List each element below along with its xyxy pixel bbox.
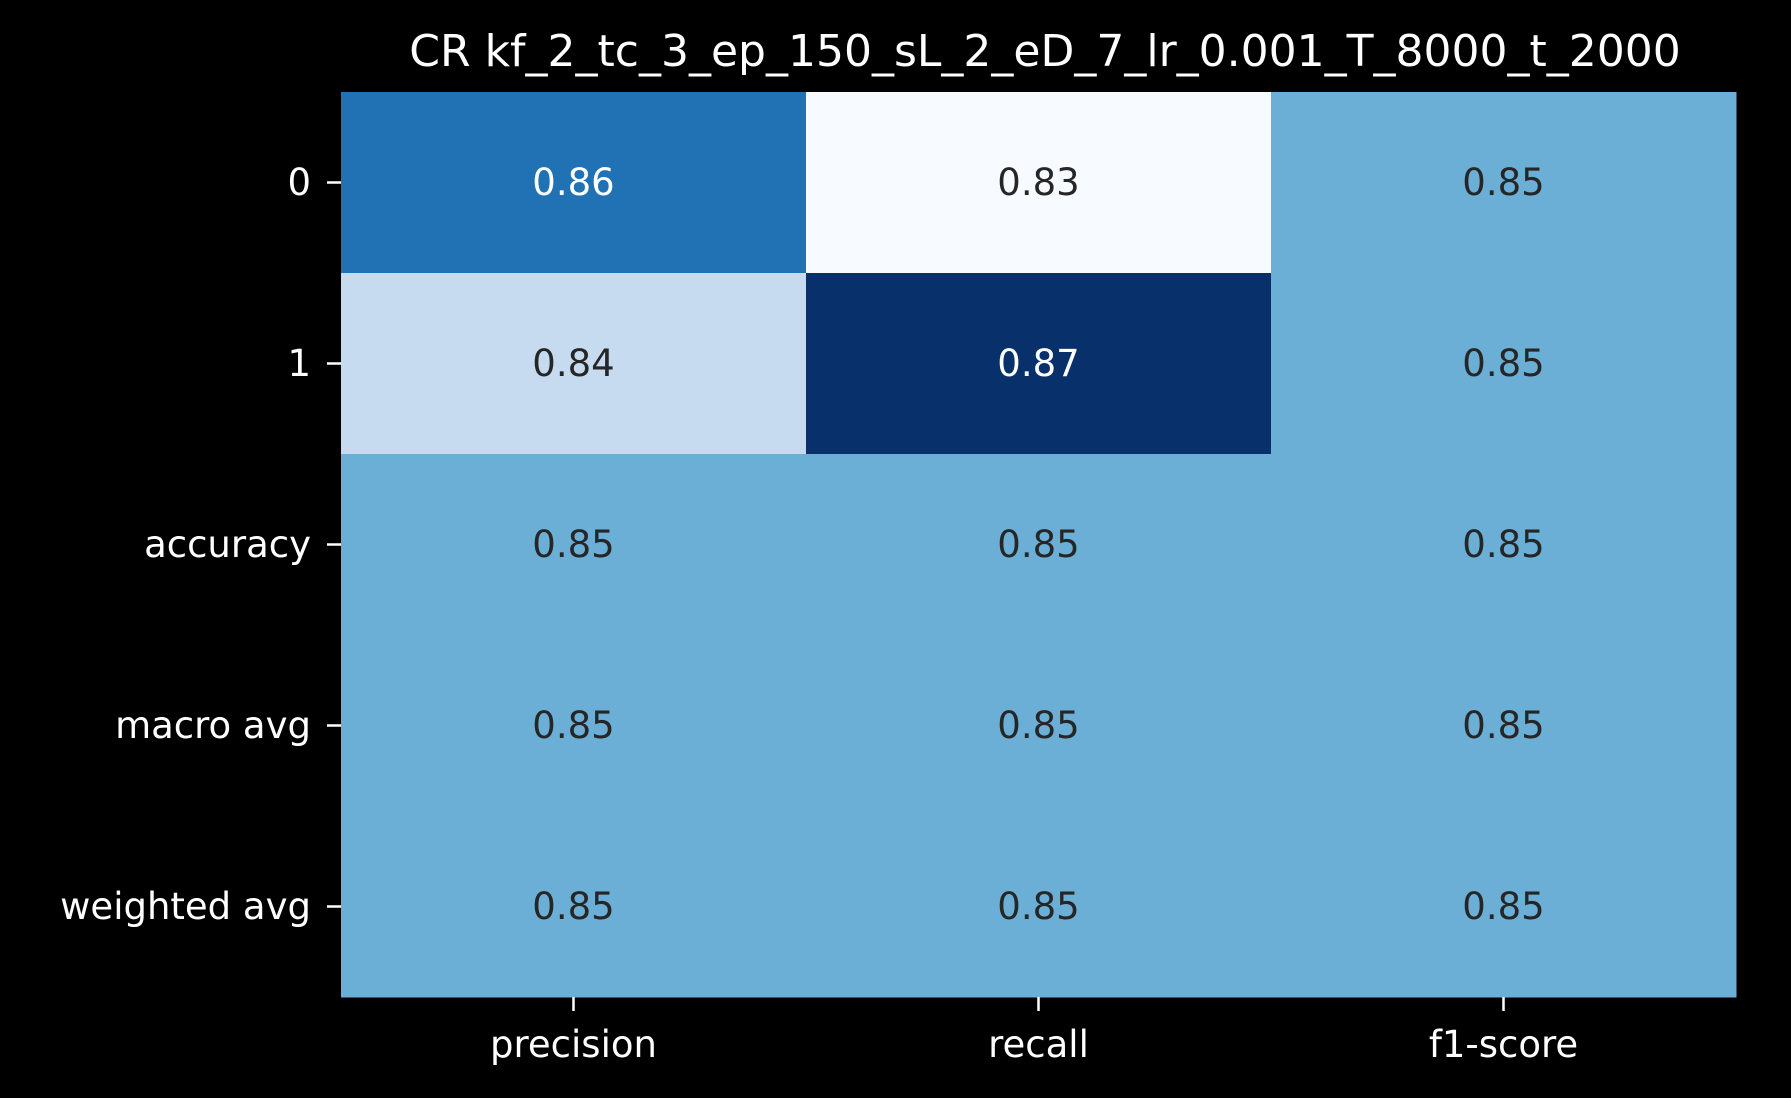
- heatmap-cell-1-f1-score: [1271, 273, 1737, 455]
- x-tick-label-precision: precision: [490, 1023, 657, 1066]
- x-tick-label-recall: recall: [988, 1023, 1089, 1066]
- heatmap-cell-weighted-avg-precision: [341, 816, 807, 998]
- heatmap-cell-accuracy-f1-score: [1271, 454, 1737, 636]
- heatmap-cell-1-recall: [806, 273, 1272, 455]
- heatmap-cell-0-f1-score: [1271, 92, 1737, 274]
- heatmap-cell-0-precision: [341, 92, 807, 274]
- cell-value-weighted-avg-recall: 0.85: [997, 885, 1079, 928]
- chart-title: CR kf_2_tc_3_ep_150_sL_2_eD_7_lr_0.001_T…: [409, 26, 1680, 77]
- cell-value-0-f1-score: 0.85: [1462, 161, 1544, 204]
- heatmap-cells: [341, 92, 1737, 998]
- heatmap-cell-accuracy-precision: [341, 454, 807, 636]
- y-tick-label-0: 0: [287, 161, 311, 204]
- cell-value-1-precision: 0.84: [532, 342, 614, 385]
- heatmap-cell-macro-avg-recall: [806, 635, 1272, 817]
- heatmap-cell-weighted-avg-f1-score: [1271, 816, 1737, 998]
- heatmap-cell-accuracy-recall: [806, 454, 1272, 636]
- heatmap-cell-macro-avg-precision: [341, 635, 807, 817]
- cell-value-macro-avg-recall: 0.85: [997, 704, 1079, 747]
- heatmap-cell-labels: 0.86 0.83 0.85 0.84 0.87 0.85 0.85 0.85 0.85 0.85…: [532, 161, 1544, 928]
- cell-value-accuracy-f1-score: 0.85: [1462, 523, 1544, 566]
- cell-value-accuracy-recall: 0.85: [997, 523, 1079, 566]
- y-tick-label-accuracy: accuracy: [144, 523, 311, 566]
- cell-value-1-f1-score: 0.85: [1462, 342, 1544, 385]
- heatmap-cell-macro-avg-f1-score: [1271, 635, 1737, 817]
- cell-value-macro-avg-f1-score: 0.85: [1462, 704, 1544, 747]
- y-tick-label-macro-avg: macro avg: [115, 704, 311, 747]
- cell-value-0-precision: 0.86: [532, 161, 614, 204]
- heatmap-cell-0-recall: [806, 92, 1272, 274]
- cell-value-weighted-avg-f1-score: 0.85: [1462, 885, 1544, 928]
- heatmap-cell-1-precision: [341, 273, 807, 455]
- cell-value-accuracy-precision: 0.85: [532, 523, 614, 566]
- cell-value-1-recall: 0.87: [997, 342, 1079, 385]
- x-tick-label-f1-score: f1-score: [1429, 1023, 1578, 1066]
- x-axis: precision recall f1-score: [490, 997, 1578, 1066]
- y-tick-label-weighted-avg: weighted avg: [60, 885, 311, 928]
- cell-value-weighted-avg-precision: 0.85: [532, 885, 614, 928]
- y-tick-label-1: 1: [287, 342, 311, 385]
- heatmap-cell-weighted-avg-recall: [806, 816, 1272, 998]
- cell-value-0-recall: 0.83: [997, 161, 1079, 204]
- cell-value-macro-avg-precision: 0.85: [532, 704, 614, 747]
- y-axis: 0 1 accuracy macro avg weighted avg: [60, 161, 341, 928]
